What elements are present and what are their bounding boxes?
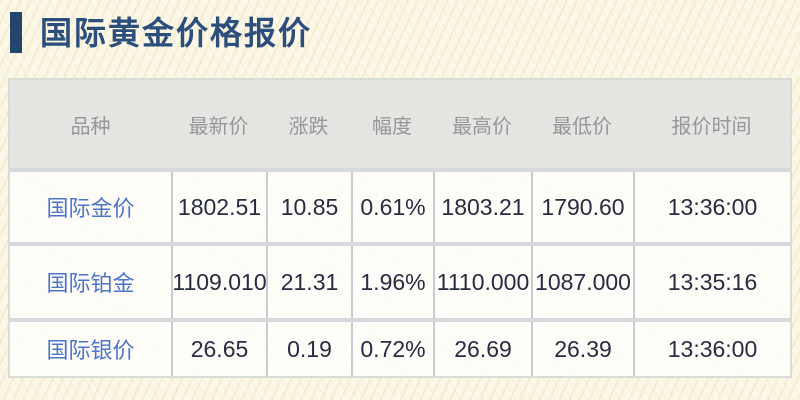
cell-change-pct: 0.61%	[351, 172, 433, 242]
column-header-change: 涨跌	[288, 115, 329, 138]
quote-row-gold: 国际金价 1802.51 10.85 0.61% 1803.21 1790.60…	[10, 168, 790, 242]
instrument-link-silver[interactable]: 国际银价	[46, 338, 135, 363]
cell-time: 13:35:16	[633, 246, 790, 318]
cell-low: 26.39	[531, 322, 633, 376]
gold-quote-table: 品种 最新价 涨跌 幅度 最高价 最低价 报价时间 国际金价 1802.51 1…	[8, 78, 792, 378]
page-title: 国际黄金价格报价	[40, 15, 313, 51]
cell-change: 10.85	[266, 172, 351, 242]
page: 国际黄金价格报价 品种 最新价 涨跌 幅度 最高价 最低价 报价时间 国际金价 …	[0, 10, 800, 400]
cell-change: 0.19	[266, 322, 351, 376]
cell-last: 1802.51	[171, 172, 266, 242]
column-header-last: 最新价	[188, 115, 249, 138]
column-header-high: 最高价	[452, 115, 512, 138]
cell-low: 1087.000	[531, 246, 633, 318]
cell-low: 1790.60	[531, 172, 633, 242]
page-header: 国际黄金价格报价	[10, 10, 792, 54]
cell-time: 13:36:00	[633, 172, 790, 242]
column-header-low: 最低价	[552, 115, 612, 138]
cell-last: 1109.010	[171, 246, 266, 318]
cell-time: 13:36:00	[633, 322, 790, 376]
column-header-time: 报价时间	[671, 115, 752, 138]
cell-change: 21.31	[266, 246, 351, 318]
instrument-link-platinum[interactable]: 国际铂金	[46, 271, 135, 296]
quote-row-platinum: 国际铂金 1109.010 21.31 1.96% 1110.000 1087.…	[10, 242, 790, 318]
title-accent-bar	[10, 11, 22, 53]
instrument-link-gold[interactable]: 国际金价	[46, 196, 135, 221]
cell-high: 1803.21	[433, 172, 531, 242]
quote-row-silver: 国际银价 26.65 0.19 0.72% 26.69 26.39 13:36:…	[10, 318, 790, 376]
cell-high: 1110.000	[433, 246, 531, 318]
cell-high: 26.69	[433, 322, 531, 376]
cell-change-pct: 1.96%	[351, 246, 433, 318]
column-header-instrument: 品种	[70, 115, 111, 138]
table-header-row: 品种 最新价 涨跌 幅度 最高价 最低价 报价时间	[10, 80, 790, 168]
column-header-change-pct: 幅度	[372, 115, 412, 138]
cell-last: 26.65	[171, 322, 266, 376]
cell-change-pct: 0.72%	[351, 322, 433, 376]
